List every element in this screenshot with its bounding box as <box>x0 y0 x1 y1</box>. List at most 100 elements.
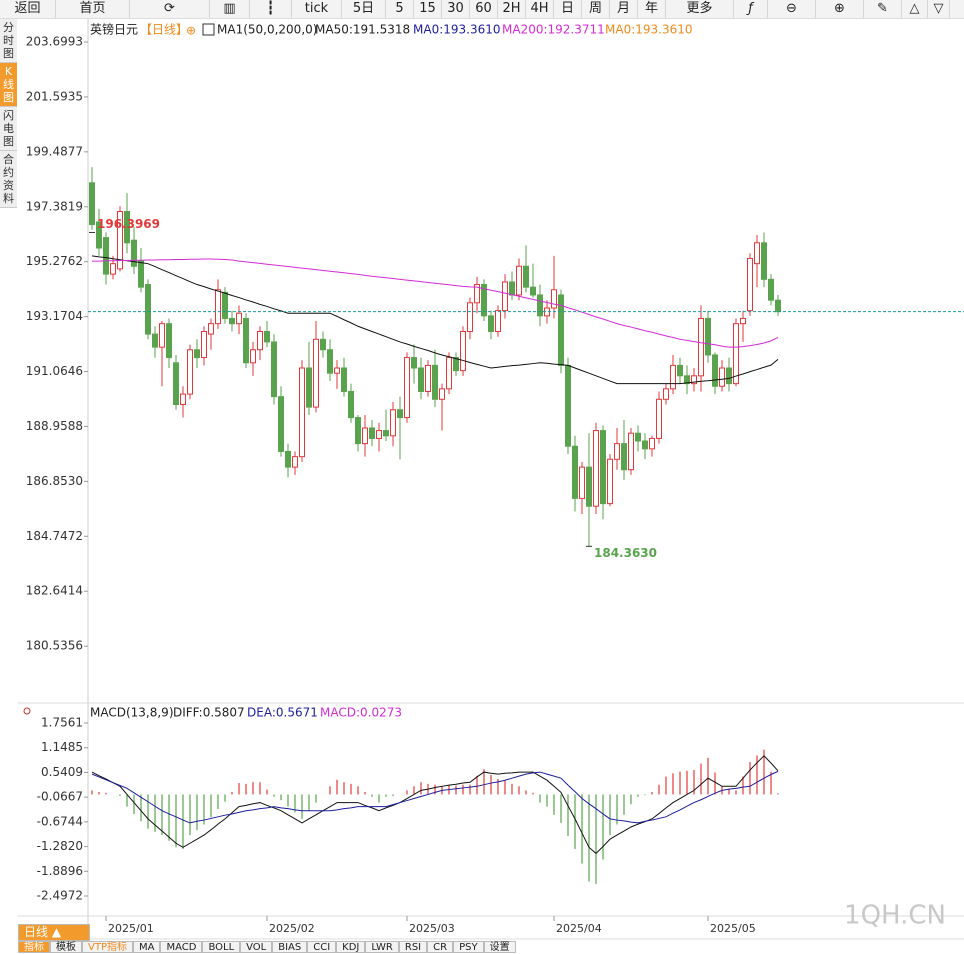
candle-body <box>502 281 508 312</box>
candle-body <box>467 302 473 332</box>
indicator-tab[interactable]: VOL <box>240 941 273 953</box>
period: 【日线】 <box>140 23 188 37</box>
candle-body <box>586 466 592 507</box>
candle-body <box>236 312 242 325</box>
candle-body <box>243 317 249 364</box>
candle-body <box>320 338 326 351</box>
m5-button[interactable]: 5 <box>386 0 414 18</box>
back-button[interactable]: 返回 <box>0 0 56 18</box>
candle-body <box>369 427 375 439</box>
candle-body <box>152 333 158 348</box>
indicator-tab[interactable]: LWR <box>365 941 399 953</box>
home-button[interactable]: 首页 <box>56 0 130 18</box>
year-button[interactable]: 年 <box>638 0 666 18</box>
line-series <box>91 255 779 385</box>
indicator-tab[interactable]: 指标 <box>18 941 50 953</box>
indicator-tab[interactable]: CCI <box>307 941 337 953</box>
bar-icon-button[interactable]: ▥ <box>210 0 250 18</box>
h4-button[interactable]: 4H <box>526 0 554 18</box>
y-tick-label: 188.9588 <box>26 419 83 433</box>
up-button[interactable]: △ <box>902 0 928 18</box>
settings-icon[interactable] <box>23 707 31 715</box>
sidebar-tab[interactable]: K线图 <box>0 63 17 107</box>
candle-body <box>215 289 221 325</box>
symbol: 英镑日元 <box>90 22 138 37</box>
5d-button[interactable]: 5日 <box>342 0 386 18</box>
candle-body <box>551 289 557 309</box>
period-selector[interactable]: 日线 ▲ <box>18 924 90 941</box>
sidebar-tab[interactable]: 闪电图 <box>0 107 17 151</box>
indicator-tab[interactable]: RSI <box>398 941 428 953</box>
indicator-tab[interactable]: BOLL <box>202 941 241 953</box>
candle-body <box>600 430 606 505</box>
indicator-tab[interactable]: 设置 <box>483 941 516 953</box>
candle-body <box>495 310 501 332</box>
legend-item: MA50:191.5318 <box>315 23 410 37</box>
candle-body <box>341 367 347 392</box>
add-icon[interactable]: ⊕ <box>186 24 196 38</box>
draw-button[interactable]: ✎ <box>864 0 902 18</box>
zoom-in-button[interactable]: ⊕ <box>816 0 864 18</box>
y-tick-label: 0.5409 <box>41 765 83 779</box>
sidebar-tab[interactable]: 合约资料 <box>0 151 17 208</box>
indicator-tab[interactable]: VTP指标 <box>82 941 133 953</box>
indicator-tab[interactable]: MACD <box>160 941 203 953</box>
candle-body <box>222 291 228 319</box>
indicator-tab[interactable]: CR <box>427 941 454 953</box>
line-series <box>91 755 779 855</box>
candle-body <box>474 284 480 304</box>
candle-body <box>754 242 760 265</box>
candle-body <box>691 375 697 385</box>
y-tick-label: 191.0646 <box>26 364 83 378</box>
m30-button[interactable]: 30 <box>442 0 470 18</box>
sidebar-tab[interactable]: 分时图 <box>0 19 17 63</box>
down-button[interactable]: ▽ <box>928 0 950 18</box>
candle-body <box>677 364 683 377</box>
candle-body <box>656 398 662 439</box>
zoom-out-button[interactable]: ⊖ <box>768 0 816 18</box>
x-tick-label: 2025/03 <box>409 922 455 935</box>
candle-body <box>145 284 151 335</box>
month-button[interactable]: 月 <box>610 0 638 18</box>
y-tick-label: 184.7472 <box>26 529 83 543</box>
indicator-tab[interactable]: 模板 <box>50 941 82 953</box>
fx-button[interactable]: ƒ <box>734 0 768 18</box>
candle-body <box>313 338 319 408</box>
candle-body <box>593 430 599 507</box>
indicator-tab[interactable]: PSY <box>453 941 484 953</box>
candle-body <box>670 364 676 390</box>
m60-button[interactable]: 60 <box>470 0 498 18</box>
day-button[interactable]: 日 <box>554 0 582 18</box>
candle-body <box>453 357 459 372</box>
more-button[interactable]: 更多 <box>666 0 734 18</box>
candle-icon-button[interactable]: ┇ <box>250 0 292 18</box>
candle-body <box>565 364 571 447</box>
candle-body <box>404 357 410 419</box>
y-tick-label: 199.4877 <box>26 144 83 158</box>
candle-body <box>257 330 263 351</box>
indicator-tab[interactable]: MA <box>132 941 161 953</box>
watermark: 1QH.CN <box>844 901 946 931</box>
h2-button[interactable]: 2H <box>498 0 526 18</box>
candle-body <box>719 367 725 387</box>
indicator-tab[interactable]: BIAS <box>272 941 308 953</box>
indicator-tab[interactable]: KDJ <box>336 941 366 953</box>
legend-item: MA0:193.3610 <box>413 23 501 37</box>
m15-button[interactable]: 15 <box>414 0 442 18</box>
candle-body <box>558 294 564 366</box>
candle-body <box>712 354 718 387</box>
tick-button[interactable]: tick <box>292 0 342 18</box>
refresh-button[interactable]: ⟳ <box>130 0 210 18</box>
footer-tabs: 日线 ▲ 指标 模板 VTP指标 MA MACD BOLL VOL BIAS CCI KDJ LWR… <box>18 924 516 953</box>
candle-body <box>607 458 613 505</box>
candle-body <box>110 263 116 275</box>
week-button[interactable]: 周 <box>582 0 610 18</box>
candle-body <box>649 437 655 450</box>
candle-body <box>733 323 739 385</box>
candle-body <box>425 364 431 392</box>
candle-body <box>89 182 95 226</box>
legend-item: DIFF:0.5807 <box>173 706 245 720</box>
candle-body <box>537 294 543 317</box>
y-tick-label: 1.1485 <box>41 740 83 754</box>
candle-body <box>355 417 361 445</box>
